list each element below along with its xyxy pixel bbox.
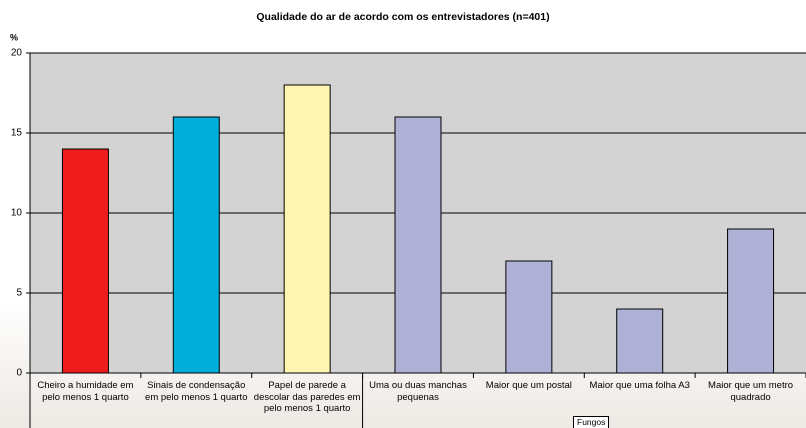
bar — [728, 229, 774, 373]
chart-title: Qualidade do ar de acordo com os entrevi… — [256, 11, 549, 23]
y-tick-label: 5 — [16, 288, 22, 299]
y-axis-label: % — [10, 32, 18, 42]
y-tick-label: 15 — [11, 128, 23, 139]
bar — [506, 261, 552, 373]
bar — [617, 309, 663, 373]
chart: Qualidade do ar de acordo com os entrevi… — [0, 0, 806, 428]
x-tick-label: Maior que um postal — [475, 380, 582, 392]
bar — [284, 85, 330, 373]
y-tick-label: 10 — [11, 208, 23, 219]
chart-svg: Qualidade do ar de acordo com os entrevi… — [0, 0, 806, 428]
bar — [173, 117, 219, 373]
x-tick-label: Maior que uma folha A3 — [586, 380, 693, 392]
x-tick-label: Sinais de condensação em pelo menos 1 qu… — [143, 380, 250, 403]
y-tick-label: 20 — [11, 48, 23, 59]
x-tick-label: Uma ou duas manchas pequenas — [365, 380, 472, 403]
y-tick-label: 0 — [16, 368, 22, 379]
x-tick-label: Papel de parede a descolar das paredes e… — [254, 380, 361, 415]
bar — [62, 149, 108, 373]
group-label: Fungos — [573, 416, 609, 428]
x-tick-label: Cheiro a humidade em pelo menos 1 quarto — [32, 380, 139, 403]
x-tick-label: Maior que um metro quadrado — [697, 380, 804, 403]
bar — [395, 117, 441, 373]
